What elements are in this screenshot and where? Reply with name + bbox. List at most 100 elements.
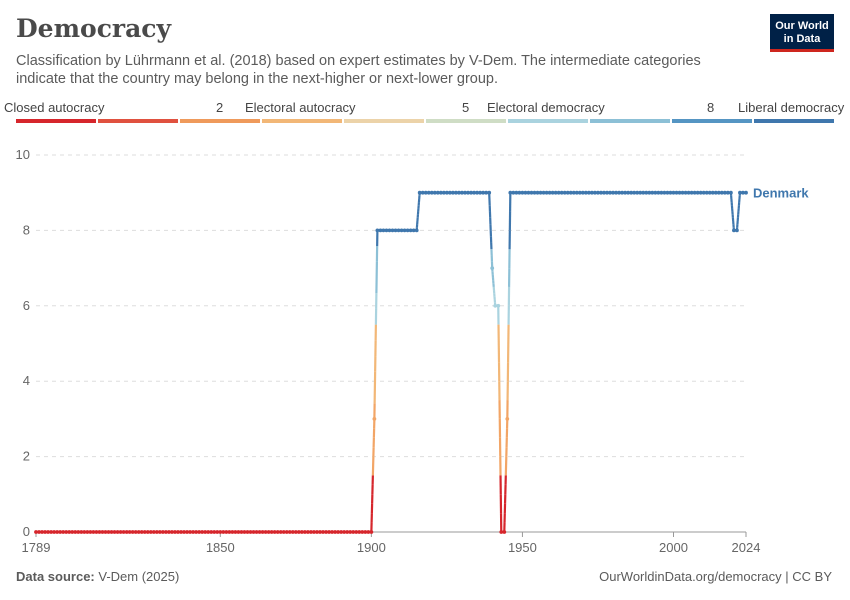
data-point[interactable] <box>701 190 706 195</box>
data-point[interactable] <box>698 190 703 195</box>
data-point[interactable] <box>248 530 253 534</box>
data-point[interactable] <box>324 530 328 534</box>
data-point[interactable] <box>448 190 452 195</box>
data-point[interactable] <box>73 530 78 534</box>
data-point[interactable] <box>357 530 362 534</box>
data-point[interactable] <box>538 190 543 195</box>
data-point[interactable] <box>167 530 171 534</box>
data-point[interactable] <box>650 190 655 195</box>
data-point[interactable] <box>127 530 132 534</box>
data-point[interactable] <box>37 530 41 534</box>
data-point[interactable] <box>185 530 189 534</box>
data-point[interactable] <box>333 530 338 534</box>
data-point[interactable] <box>402 228 407 233</box>
data-point[interactable] <box>70 530 75 534</box>
data-point[interactable] <box>121 530 126 534</box>
data-point[interactable] <box>321 530 325 534</box>
data-point[interactable] <box>674 190 679 195</box>
footer-url[interactable]: OurWorldinData.org/democracy | CC BY <box>599 569 832 584</box>
data-point[interactable] <box>160 530 165 534</box>
data-point[interactable] <box>336 530 341 534</box>
data-point[interactable] <box>296 530 301 534</box>
data-point[interactable] <box>200 530 205 534</box>
data-point[interactable] <box>378 228 383 233</box>
data-point[interactable] <box>429 190 434 195</box>
data-point[interactable] <box>719 190 724 195</box>
data-point[interactable] <box>239 530 244 534</box>
data-point[interactable] <box>251 530 256 534</box>
data-point[interactable] <box>728 190 733 195</box>
data-point[interactable] <box>457 190 461 195</box>
data-point[interactable] <box>735 228 739 233</box>
data-point[interactable] <box>441 190 446 195</box>
data-point[interactable] <box>254 530 259 534</box>
data-point[interactable] <box>227 530 232 534</box>
data-point[interactable] <box>641 190 646 195</box>
data-point[interactable] <box>67 530 72 534</box>
data-point[interactable] <box>191 530 196 534</box>
data-point[interactable] <box>502 530 507 534</box>
data-point[interactable] <box>85 530 90 534</box>
data-point[interactable] <box>393 228 398 233</box>
data-point[interactable] <box>197 530 202 534</box>
data-point[interactable] <box>577 190 582 195</box>
data-point[interactable] <box>266 530 271 534</box>
data-point[interactable] <box>417 190 422 195</box>
data-point[interactable] <box>432 190 437 195</box>
data-point[interactable] <box>586 190 591 195</box>
data-point[interactable] <box>617 190 622 195</box>
data-point[interactable] <box>511 190 516 195</box>
data-point[interactable] <box>529 190 534 195</box>
data-point[interactable] <box>738 190 742 195</box>
data-point[interactable] <box>366 530 371 534</box>
data-point[interactable] <box>659 190 664 195</box>
data-point[interactable] <box>611 190 615 195</box>
data-point[interactable] <box>426 190 431 195</box>
data-point[interactable] <box>614 190 618 195</box>
data-point[interactable] <box>269 530 274 534</box>
data-point[interactable] <box>593 190 597 195</box>
data-point[interactable] <box>574 190 579 195</box>
data-point[interactable] <box>707 190 712 195</box>
data-point[interactable] <box>139 530 144 534</box>
data-point[interactable] <box>623 190 628 195</box>
data-point[interactable] <box>278 530 283 534</box>
data-point[interactable] <box>94 530 99 534</box>
data-point[interactable] <box>632 190 637 195</box>
data-point[interactable] <box>351 530 356 534</box>
data-point[interactable] <box>478 190 483 195</box>
data-point[interactable] <box>318 530 322 534</box>
data-point[interactable] <box>580 190 585 195</box>
data-point[interactable] <box>547 190 552 195</box>
data-point[interactable] <box>523 190 528 195</box>
data-point[interactable] <box>284 530 289 534</box>
data-point[interactable] <box>677 190 682 195</box>
data-point[interactable] <box>64 530 69 534</box>
data-point[interactable] <box>638 190 643 195</box>
data-point[interactable] <box>689 190 694 195</box>
data-point[interactable] <box>741 190 745 195</box>
data-point[interactable] <box>514 190 519 195</box>
data-point[interactable] <box>58 530 63 534</box>
data-point[interactable] <box>327 530 331 534</box>
data-point[interactable] <box>345 530 350 534</box>
data-point[interactable] <box>281 530 286 534</box>
data-point[interactable] <box>55 530 60 534</box>
data-point[interactable] <box>517 190 522 195</box>
data-point[interactable] <box>635 190 640 195</box>
data-point[interactable] <box>686 190 691 195</box>
data-point[interactable] <box>245 530 250 534</box>
data-point[interactable] <box>257 530 262 534</box>
data-point[interactable] <box>475 190 480 195</box>
data-point[interactable] <box>306 530 310 534</box>
data-point[interactable] <box>423 190 428 195</box>
data-point[interactable] <box>725 190 730 195</box>
data-point[interactable] <box>130 530 135 534</box>
data-point[interactable] <box>275 530 280 534</box>
data-point[interactable] <box>695 190 700 195</box>
data-point[interactable] <box>451 190 455 195</box>
data-point[interactable] <box>299 530 304 534</box>
data-point[interactable] <box>342 530 347 534</box>
data-point[interactable] <box>312 530 316 534</box>
data-point[interactable] <box>100 530 105 534</box>
